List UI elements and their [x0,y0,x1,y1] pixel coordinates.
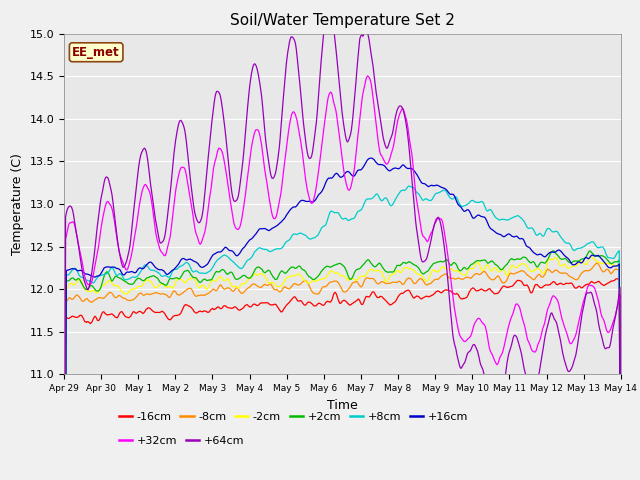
Title: Soil/Water Temperature Set 2: Soil/Water Temperature Set 2 [230,13,455,28]
Text: EE_met: EE_met [72,46,120,59]
Legend: +32cm, +64cm: +32cm, +64cm [114,432,248,451]
X-axis label: Time: Time [327,399,358,412]
Y-axis label: Temperature (C): Temperature (C) [11,153,24,255]
